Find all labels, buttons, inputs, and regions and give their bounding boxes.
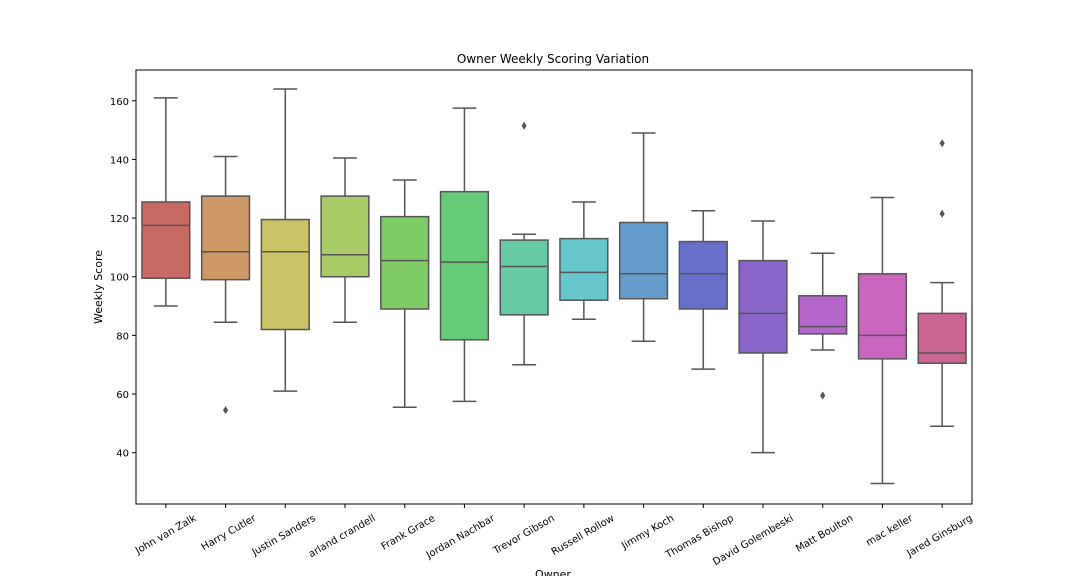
- y-axis-label: Weekly Score: [92, 250, 105, 324]
- x-tick-label: Jared Ginsburg: [904, 513, 974, 560]
- x-tick-label: Trevor Gibson: [491, 513, 557, 557]
- y-tick-label: 60: [116, 390, 129, 401]
- y-tick-label: 140: [110, 155, 129, 166]
- iqr-box: [141, 201, 191, 279]
- box-group-5: [380, 179, 430, 408]
- x-tick-label: John van Zalk: [133, 513, 198, 557]
- box-group-11: [738, 220, 788, 454]
- outlier-marker: [939, 139, 945, 148]
- iqr-box: [738, 259, 788, 354]
- box-group-1: [141, 97, 191, 307]
- box-group-4: [320, 157, 370, 323]
- iqr-box: [678, 240, 728, 310]
- box-group-8: [559, 201, 609, 321]
- box-group-12: [798, 252, 848, 400]
- boxes-layer: [141, 88, 967, 485]
- box-group-13: [857, 196, 908, 485]
- iqr-box: [559, 237, 609, 301]
- iqr-box: [380, 215, 430, 310]
- box-group-3: [260, 88, 310, 392]
- box-group-10: [678, 210, 728, 370]
- box-group-6: [439, 107, 490, 403]
- y-tick-label: 160: [110, 97, 129, 108]
- y-tick-label: 40: [116, 449, 129, 460]
- plot-frame: [135, 69, 973, 505]
- x-axis-label: Owner: [535, 568, 571, 576]
- x-tick-label: Russell Rollow: [550, 513, 617, 558]
- iqr-box: [320, 195, 370, 278]
- x-tick-label: Frank Grace: [380, 513, 438, 553]
- iqr-box: [917, 312, 967, 364]
- box-group-9: [618, 132, 669, 342]
- outlier-marker: [939, 209, 945, 218]
- y-tick-label: 100: [110, 273, 129, 284]
- iqr-box: [439, 190, 490, 341]
- outlier-marker: [222, 406, 229, 415]
- chart-title: Owner Weekly Scoring Variation: [457, 52, 649, 66]
- x-tick-label: mac keller: [864, 513, 915, 549]
- box-group-7: [499, 121, 549, 366]
- x-tick-label: Jimmy Koch: [619, 513, 676, 552]
- iqr-box: [260, 218, 310, 331]
- box-group-2: [200, 155, 251, 415]
- iqr-box: [798, 295, 848, 335]
- y-tick-label: 80: [116, 331, 129, 342]
- outlier-marker: [521, 121, 527, 130]
- x-tick-label: arland crandell: [307, 513, 378, 560]
- iqr-box: [618, 221, 669, 300]
- y-tick-label: 120: [110, 214, 129, 225]
- x-tick-label: Harry Cutler: [200, 513, 259, 554]
- box-group-14: [917, 139, 967, 428]
- iqr-box: [499, 239, 549, 316]
- outlier-marker: [820, 391, 826, 400]
- iqr-box: [857, 273, 908, 360]
- x-tick-label: Matt Boulton: [794, 513, 855, 555]
- iqr-box: [200, 195, 251, 281]
